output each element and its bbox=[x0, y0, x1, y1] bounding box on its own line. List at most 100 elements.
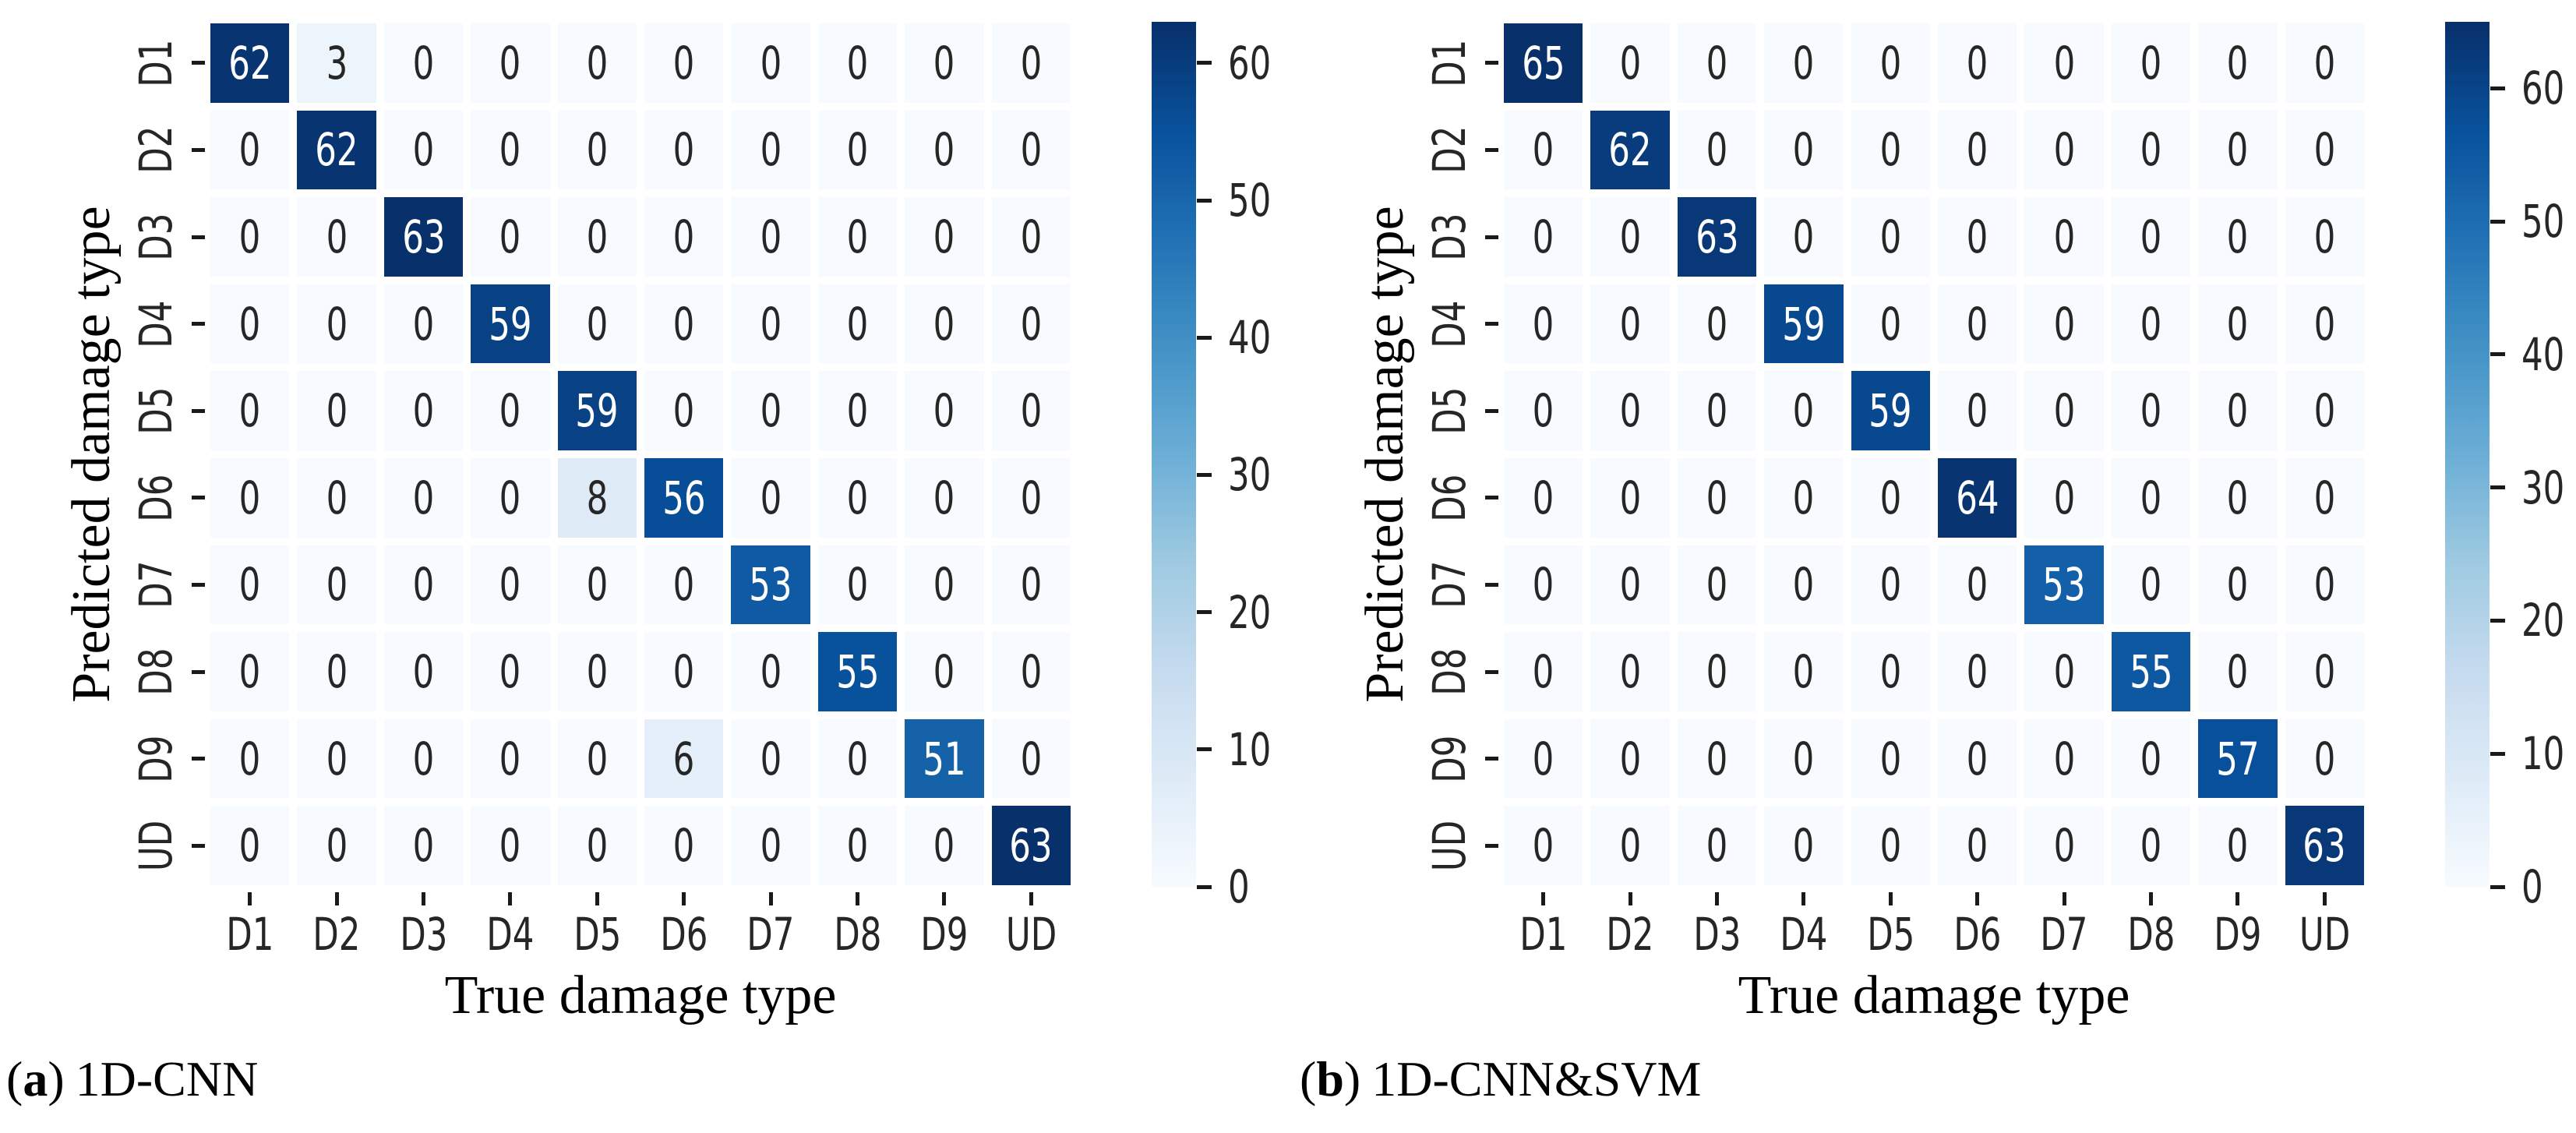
cell-value: 0 bbox=[326, 819, 348, 873]
heatmap-cell: 0 bbox=[1590, 197, 1670, 277]
heatmap-cell: 62 bbox=[297, 110, 376, 190]
cell-value: 0 bbox=[933, 384, 955, 438]
heatmap-cell: 65 bbox=[1504, 23, 1583, 103]
cell-value: 53 bbox=[749, 558, 792, 612]
colorbar-tick-label: 10 bbox=[2521, 727, 2565, 781]
cell-value: 0 bbox=[238, 123, 261, 177]
cell-value: 0 bbox=[326, 471, 348, 524]
caption-paren-close: ) bbox=[48, 1051, 65, 1107]
heatmap-cell: 0 bbox=[2285, 23, 2364, 103]
cell-value: 0 bbox=[412, 471, 435, 524]
heatmap-cell: 0 bbox=[905, 110, 984, 190]
x-tick-label: D6 bbox=[1953, 908, 2002, 961]
cell-value: 0 bbox=[1532, 558, 1554, 612]
heatmap-cell: 3 bbox=[297, 23, 376, 103]
cell-value: 0 bbox=[412, 819, 435, 873]
cell-value: 0 bbox=[1619, 210, 1641, 263]
cell-value: 0 bbox=[2313, 384, 2336, 438]
cell-value: 55 bbox=[2129, 644, 2173, 698]
y-tick-mark bbox=[192, 408, 205, 413]
cell-value: 0 bbox=[238, 471, 261, 524]
cell-value: 0 bbox=[1879, 297, 1902, 351]
heatmap-cell: 62 bbox=[1590, 110, 1670, 190]
cell-value: 0 bbox=[412, 123, 435, 177]
heatmap-cell: 0 bbox=[210, 110, 290, 190]
caption-paren-open: ( bbox=[1300, 1051, 1317, 1107]
cell-value: 62 bbox=[315, 123, 358, 177]
y-tick-mark bbox=[192, 147, 205, 152]
cell-value: 0 bbox=[1020, 297, 1043, 351]
heatmap-cell: 0 bbox=[817, 806, 898, 885]
cell-value: 0 bbox=[2313, 471, 2336, 524]
cell-value: 56 bbox=[662, 471, 706, 524]
heatmap-cell: 0 bbox=[2111, 284, 2191, 364]
cell-value: 0 bbox=[1966, 297, 1988, 351]
cell-value: 0 bbox=[760, 123, 782, 177]
cell-value: 0 bbox=[412, 384, 435, 438]
heatmap-cell: 0 bbox=[557, 545, 637, 625]
cell-value: 59 bbox=[489, 297, 532, 351]
cell-value: 0 bbox=[1020, 558, 1043, 612]
x-tick-label: D1 bbox=[1519, 908, 1568, 961]
heatmap-cell: 0 bbox=[1851, 718, 1930, 799]
heatmap-cell: 0 bbox=[471, 632, 550, 711]
x-tick-mark bbox=[508, 892, 513, 905]
heatmap-cell: 0 bbox=[2198, 632, 2278, 711]
y-tick-mark bbox=[1485, 582, 1498, 587]
heatmap-cell: 0 bbox=[1677, 545, 1757, 625]
cell-value: 0 bbox=[326, 644, 348, 698]
x-tick-mark bbox=[768, 892, 773, 905]
x-tick-mark bbox=[2062, 892, 2066, 905]
cell-value: 63 bbox=[401, 210, 446, 263]
heatmap-cell: 0 bbox=[817, 284, 898, 364]
cell-value: 0 bbox=[2313, 36, 2336, 90]
heatmap-cell: 0 bbox=[383, 110, 464, 190]
heatmap-cell: 0 bbox=[297, 458, 376, 538]
x-tick-mark bbox=[1975, 892, 1980, 905]
colorbar-tick-label: 40 bbox=[2521, 327, 2565, 381]
heatmap-cell: 0 bbox=[1677, 371, 1757, 450]
x-tick-label: D9 bbox=[920, 908, 969, 961]
cell-value: 64 bbox=[1956, 471, 1999, 524]
heatmap-cell: 0 bbox=[1504, 110, 1583, 190]
heatmap-cell: 0 bbox=[2198, 284, 2278, 364]
heatmap-cell: 0 bbox=[1504, 806, 1583, 885]
x-tick-mark bbox=[248, 892, 252, 905]
y-tick-mark bbox=[1485, 408, 1498, 413]
cell-value: 59 bbox=[575, 384, 619, 438]
heatmap-cell: 0 bbox=[2111, 23, 2191, 103]
x-tick-label: D2 bbox=[1606, 908, 1654, 961]
heatmap-cell: 0 bbox=[1504, 371, 1583, 450]
panel-1d-cnn: Predicted damage type True damage type (… bbox=[0, 0, 1283, 1133]
heatmap-cell: 0 bbox=[1504, 197, 1583, 277]
heatmap-cell: 0 bbox=[2024, 718, 2104, 799]
x-tick-label: D2 bbox=[312, 908, 361, 961]
cell-value: 0 bbox=[499, 644, 521, 698]
cell-value: 0 bbox=[1966, 644, 1988, 698]
cell-value: 53 bbox=[2042, 558, 2086, 612]
heatmap-cell: 0 bbox=[471, 545, 550, 625]
heatmap-cell: 0 bbox=[905, 197, 984, 277]
cell-value: 0 bbox=[933, 123, 955, 177]
cell-value: 0 bbox=[2313, 558, 2336, 612]
cell-value: 0 bbox=[672, 558, 695, 612]
heatmap-cell: 0 bbox=[644, 110, 724, 190]
x-tick-mark bbox=[2235, 892, 2240, 905]
heatmap-cell: 0 bbox=[991, 632, 1071, 711]
cell-value: 55 bbox=[835, 644, 880, 698]
heatmap-cell: 0 bbox=[1851, 632, 1930, 711]
cell-value: 0 bbox=[1879, 36, 1902, 90]
y-tick-mark bbox=[192, 235, 205, 239]
heatmap-cell: 0 bbox=[1677, 110, 1757, 190]
x-tick-label: D3 bbox=[1692, 908, 1741, 961]
heatmap-cell: 53 bbox=[2024, 545, 2104, 625]
cell-value: 0 bbox=[672, 819, 695, 873]
cell-value: 0 bbox=[1879, 471, 1902, 524]
heatmap-cell: 0 bbox=[991, 545, 1071, 625]
cell-value: 0 bbox=[760, 384, 782, 438]
cell-value: 0 bbox=[1619, 732, 1641, 785]
heatmap-cell: 0 bbox=[644, 545, 724, 625]
cell-value: 59 bbox=[1868, 384, 1912, 438]
cell-value: 0 bbox=[1793, 210, 1815, 263]
